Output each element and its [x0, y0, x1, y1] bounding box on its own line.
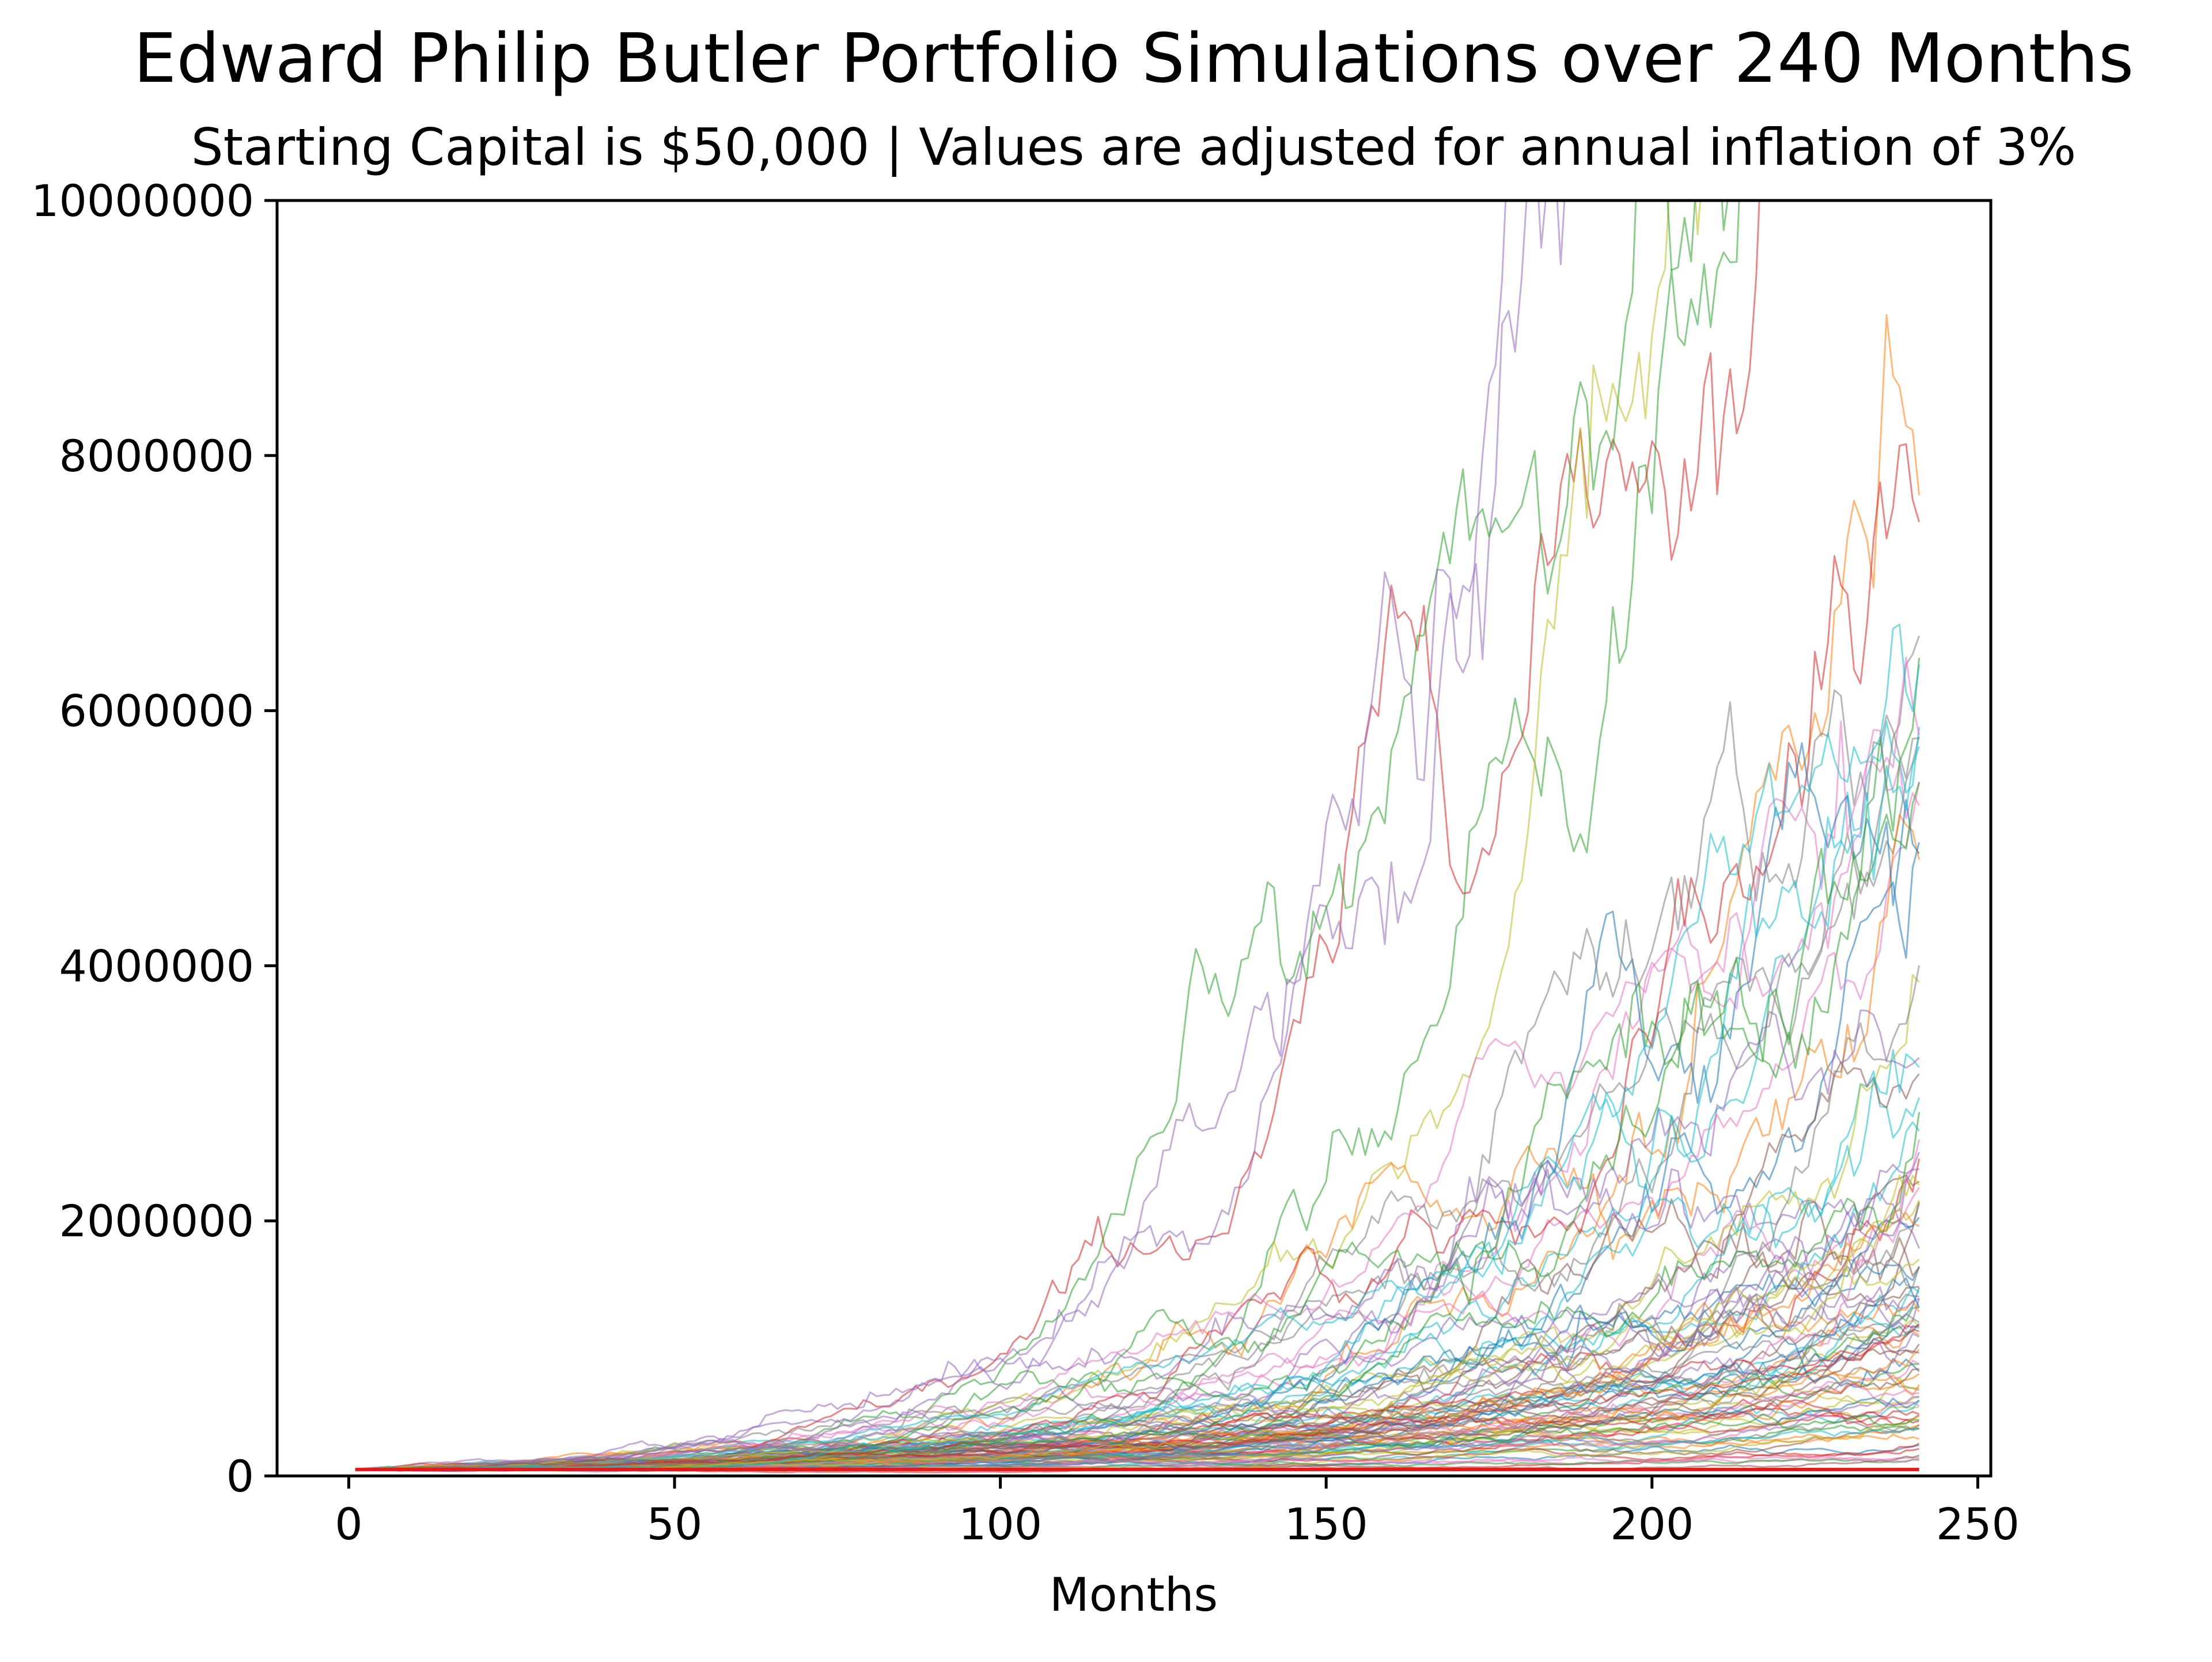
simulation-line — [355, 1202, 1921, 1471]
y-tick-label: 6000000 — [59, 686, 254, 737]
simulation-line — [355, 1201, 1921, 1471]
simulation-line — [355, 1009, 1920, 1471]
x-tick-label: 0 — [335, 1498, 362, 1550]
simulation-line — [355, 1368, 1919, 1471]
simulation-line — [355, 1168, 1920, 1471]
simulation-line — [355, 742, 1920, 1471]
y-axis: 0 2000000 4000000 6000000 8000000 10000000 — [31, 175, 277, 1502]
y-tick-label: 4000000 — [59, 940, 254, 991]
simulation-line — [355, 200, 1507, 1471]
y-tick-label: 10000000 — [31, 175, 254, 226]
y-tick-label: 8000000 — [59, 430, 254, 482]
x-tick-label: 250 — [1936, 1498, 2020, 1550]
y-tick-label: 2000000 — [59, 1195, 254, 1247]
simulation-line — [355, 813, 1921, 1471]
x-tick-label: 150 — [1285, 1498, 1368, 1550]
chart-subtitle: Starting Capital is $50,000 | Values are… — [191, 118, 2077, 177]
x-tick-label: 50 — [647, 1498, 703, 1550]
y-tick-label: 0 — [226, 1451, 254, 1502]
simulation-line — [355, 1198, 1920, 1471]
x-axis: 0 50 100 150 200 250 — [335, 1476, 2020, 1550]
simulation-line — [355, 1152, 1921, 1471]
x-axis-label: Months — [1050, 1568, 1218, 1622]
chart-title: Edward Philip Butler Portfolio Simulatio… — [134, 18, 2134, 98]
simulation-line — [355, 746, 1921, 1471]
plot-area-frame — [275, 199, 1993, 1478]
simulation-line — [355, 623, 1921, 1471]
x-tick-label: 100 — [959, 1498, 1042, 1550]
x-tick-label: 200 — [1610, 1498, 1694, 1550]
simulation-line — [355, 1337, 1919, 1471]
simulation-series-group — [355, 200, 1921, 1474]
simulation-line — [355, 1199, 1920, 1471]
